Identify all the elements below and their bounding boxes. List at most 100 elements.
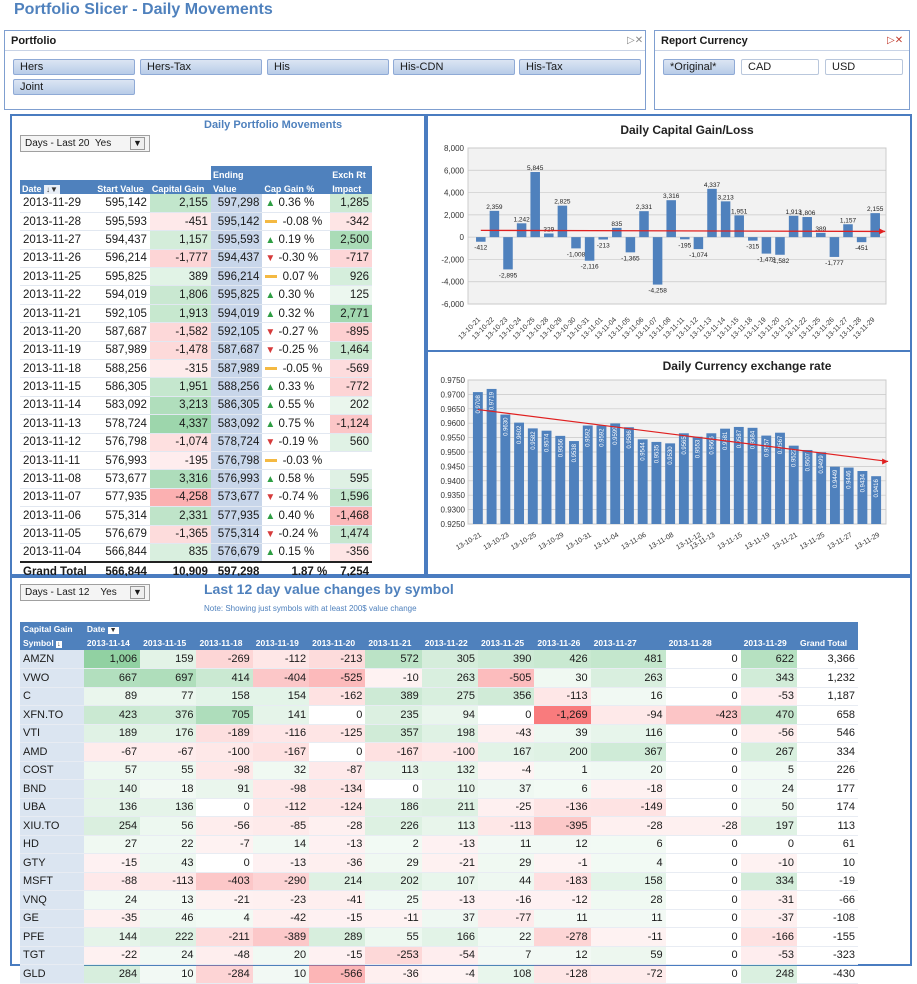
symbol-header[interactable]: Symbol ↓ — [20, 636, 84, 650]
symbols-table: Capital Gain Date ▼ Symbol ↓ 2013-11-14 20… — [20, 622, 858, 984]
cap-gain-pct-cell: ▲ 0.58 % — [262, 469, 331, 489]
data-label: 0.9630 — [503, 417, 509, 436]
data-label: 835 — [611, 221, 622, 228]
date-column-label[interactable]: Date ▼ — [83, 622, 141, 636]
ending-value-cell: 575,314 — [210, 525, 263, 544]
y-tick-label: 0.9300 — [441, 506, 466, 515]
value-cell: -56 — [196, 816, 253, 836]
value-cell: 0 — [665, 853, 741, 873]
value-cell: 18 — [140, 779, 197, 799]
value-cell: 697 — [140, 668, 197, 688]
symbol-cell: MSFT — [20, 872, 84, 891]
y-tick-label: 4,000 — [444, 189, 465, 198]
portfolio-button-his-tax[interactable]: His-Tax — [519, 59, 641, 75]
y-tick-label: 2,000 — [444, 211, 465, 220]
value-cell: 10 — [140, 964, 197, 984]
value-cell: 11 — [534, 909, 591, 928]
days-filter-value: Yes — [94, 138, 112, 149]
capital-gain-cell: 1,157 — [149, 230, 211, 250]
value-cell: -67 — [140, 742, 197, 762]
cap-gain-pct-cell: -0.08 % — [262, 212, 331, 232]
exch-impact-cell: 926 — [330, 267, 372, 287]
value-cell: 116 — [590, 724, 666, 743]
y-tick-label: 0.9550 — [441, 434, 466, 443]
sort-icon[interactable]: ↓▼ — [44, 185, 60, 194]
value-cell: 11 — [478, 835, 535, 854]
value-cell: 214 — [309, 872, 366, 891]
filter-dropdown-icon[interactable]: ▼ — [130, 586, 145, 599]
pct-value: 0.55 % — [278, 399, 315, 412]
value-cell: -125 — [309, 724, 366, 743]
table-row: BND 140 18 91 -98 -134 0 110 37 6 -18 0 24 177 — [20, 779, 858, 799]
arrow-up-icon: ▲ — [265, 290, 276, 302]
data-label: 0.9535 — [654, 444, 660, 463]
bar — [598, 237, 608, 240]
arrow-down-icon: ▼ — [265, 345, 276, 357]
start-value-cell: 588,256 — [95, 359, 150, 379]
table-row: 2013-11-14 583,092 3,213 586,305 ▲ 0.55 % 202 — [20, 396, 372, 416]
bar — [693, 237, 704, 250]
days-filter-label: Days - Last 12 — [25, 587, 90, 598]
value-cell: -21 — [196, 890, 253, 910]
value-cell: -284 — [196, 964, 253, 984]
value-cell: -269 — [196, 650, 253, 669]
bar — [625, 237, 636, 253]
data-label: 1,806 — [799, 210, 816, 217]
value-cell: 0 — [665, 687, 741, 706]
value-cell: -28 — [665, 816, 741, 836]
arrow-up-icon: ▲ — [265, 234, 276, 246]
value-cell: 572 — [365, 650, 422, 669]
daily-movements-title: Daily Portfolio Movements — [204, 119, 343, 131]
currency-button-cad[interactable]: CAD — [741, 59, 819, 75]
value-cell: 144 — [83, 927, 141, 947]
date-header[interactable]: Date ↓▼ — [20, 180, 96, 194]
value-cell: -278 — [534, 927, 591, 947]
value-cell: 37 — [421, 909, 479, 928]
value-cell: -77 — [478, 909, 535, 928]
value-cell: 0 — [478, 705, 535, 725]
value-cell: -21 — [421, 853, 479, 873]
bar — [500, 414, 511, 524]
value-cell: 22 — [478, 927, 535, 947]
filter-dropdown-icon[interactable]: ▼ — [107, 627, 119, 634]
bar — [623, 427, 634, 524]
portfolio-button-hers[interactable]: Hers — [13, 59, 135, 75]
portfolio-button-joint[interactable]: Joint — [13, 79, 135, 95]
clear-filter-icon[interactable]: ▷✕ — [887, 35, 904, 46]
value-cell: -167 — [252, 742, 310, 762]
capital-gain-cell: 3,213 — [149, 396, 211, 416]
symbol-cell: C — [20, 687, 84, 706]
ending-value-cell: 588,256 — [210, 377, 263, 397]
y-tick-label: 0.9250 — [441, 520, 466, 529]
currency-button-usd[interactable]: USD — [825, 59, 903, 75]
portfolio-button-his-cdn[interactable]: His-CDN — [393, 59, 515, 75]
bar — [610, 423, 621, 524]
portfolio-button-hers-tax[interactable]: Hers-Tax — [140, 59, 262, 75]
currency-button-original[interactable]: *Original* — [663, 59, 735, 75]
data-label: 1,951 — [731, 208, 748, 215]
value-cell: 667 — [83, 668, 141, 688]
ending-value-cell: 577,935 — [210, 506, 263, 526]
value-cell: 200 — [534, 742, 591, 762]
clear-filter-icon[interactable]: ▷✕ — [627, 35, 644, 46]
exch-impact-cell: -1,124 — [330, 414, 372, 434]
value-cell: 113 — [365, 761, 422, 780]
x-tick-label: 13-11-06 — [620, 532, 647, 552]
symbol-cell: VTI — [20, 724, 84, 743]
value-cell: 390 — [478, 650, 535, 669]
y-tick-label: 0.9400 — [441, 477, 466, 486]
filter-dropdown-icon[interactable]: ▼ — [130, 137, 145, 150]
pct-value: -0.25 % — [278, 344, 319, 357]
portfolio-button-his[interactable]: His — [267, 59, 389, 75]
table-row: 2013-11-07 577,935 -4,258 573,677 ▼ -0.74 % 1… — [20, 488, 372, 508]
exch-impact-cell: 202 — [330, 396, 372, 416]
bar — [652, 237, 663, 285]
bar — [639, 211, 649, 238]
value-cell: 343 — [740, 668, 797, 688]
date-column-header: 2013-11-28 — [665, 636, 741, 650]
value-cell: 136 — [140, 798, 197, 817]
sort-icon[interactable]: ↓ — [56, 641, 62, 648]
data-label: -2,116 — [581, 264, 599, 271]
pct-value: 0.30 % — [278, 289, 315, 302]
value-cell: -211 — [196, 927, 253, 947]
